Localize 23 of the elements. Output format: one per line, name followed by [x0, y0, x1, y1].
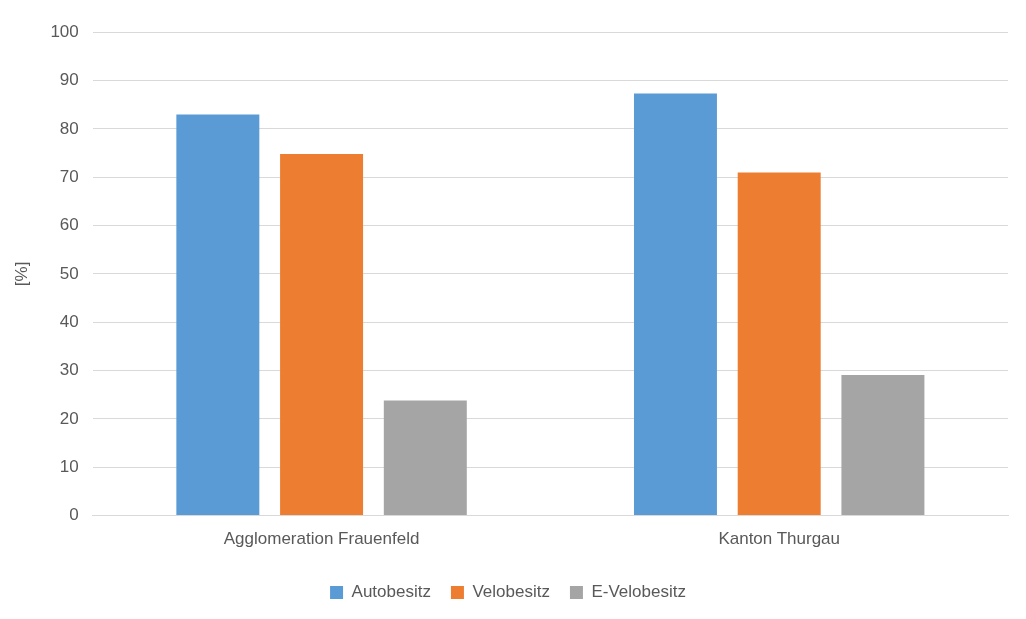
- bar: [280, 154, 364, 516]
- y-axis-title: [%]: [11, 261, 31, 287]
- y-tick-label: 80: [59, 118, 79, 138]
- y-tick-label: 10: [59, 456, 79, 476]
- bar: [176, 114, 260, 516]
- y-tick-label: 40: [59, 311, 79, 331]
- legend-label: Velobesitz: [472, 582, 550, 602]
- y-tick-label: 20: [59, 408, 79, 428]
- x-tick-label: Kanton Thurgau: [718, 529, 840, 549]
- bar: [633, 93, 717, 516]
- x-tick-label: Agglomeration Frauenfeld: [223, 529, 420, 549]
- y-tick-label: 0: [69, 505, 79, 525]
- bar: [383, 400, 467, 516]
- y-tick-label: 90: [59, 70, 79, 90]
- legend-label: Autobesitz: [351, 582, 431, 602]
- y-tick-label: 60: [59, 215, 79, 235]
- y-tick-label: 70: [59, 166, 79, 186]
- y-tick-label: 30: [59, 360, 79, 380]
- legend-label: E-Velobesitz: [591, 582, 686, 602]
- bar: [841, 374, 925, 516]
- y-tick-label: 50: [59, 263, 79, 283]
- y-tick-label: 100: [50, 21, 79, 41]
- bar: [737, 172, 821, 516]
